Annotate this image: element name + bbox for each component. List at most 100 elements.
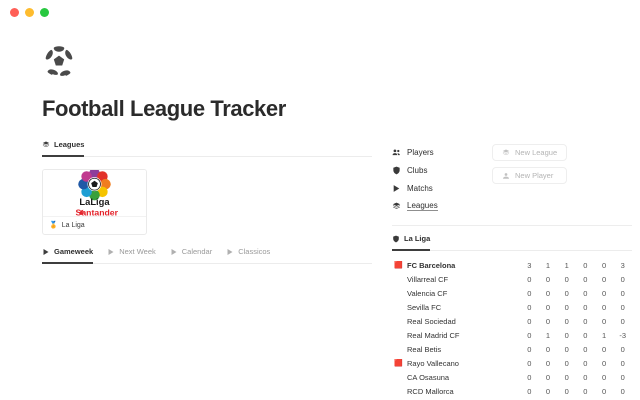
club-name: CA Osasuna	[407, 372, 450, 382]
table-cell-club: Villarreal CF	[392, 275, 520, 284]
stat-d: 1	[564, 260, 569, 270]
stat-ga: 1	[601, 330, 607, 340]
table-row[interactable]: CA Osasuna 0 0 0 0 0 0	[392, 370, 632, 384]
page-title: Football League Tracker	[42, 96, 286, 121]
sidebar-item-leagues[interactable]: Leagues	[392, 197, 438, 215]
main-content: Football League Tracker Leagues	[42, 44, 372, 264]
stat-ga: 0	[601, 302, 607, 312]
new-player-button-label: New Player	[515, 171, 554, 180]
view-tabstrip: Gameweek Next Week Calendar Classicos	[42, 247, 372, 264]
sidebar-item-clubs[interactable]: Clubs	[392, 161, 427, 179]
stat-l: 0	[583, 330, 588, 340]
stat-d: 0	[564, 288, 569, 298]
stat-d: 0	[564, 386, 569, 396]
zoom-button[interactable]	[40, 7, 49, 17]
stat-ga: 0	[601, 274, 607, 284]
nav-list: Players Clubs Matchs	[392, 143, 492, 215]
stat-w: 0	[545, 302, 551, 312]
stat-p: 0	[527, 316, 532, 326]
table-cell-stats: 0 0 0 0 0 0	[520, 345, 632, 354]
tab-calendar[interactable]: Calendar	[170, 247, 212, 259]
table-row[interactable]: 🟥 Rayo Vallecano 0 0 0 0 0 0	[392, 356, 632, 370]
people-icon	[392, 148, 401, 157]
stat-p: 0	[527, 344, 532, 354]
action-buttons: New League New Player	[492, 143, 568, 215]
stat-gd: 0	[620, 316, 625, 326]
la-liga-wordmark: LaLiga	[79, 196, 110, 206]
tab-gameweek[interactable]: Gameweek	[42, 247, 94, 264]
sidebar-item-matchs[interactable]: Matchs	[392, 179, 433, 197]
table-row[interactable]: 🟥 FC Barcelona 3 1 1 0 0 3	[392, 258, 632, 272]
table-cell-club: 🟥 Rayo Vallecano	[392, 359, 520, 368]
play-icon	[392, 184, 401, 193]
table-row[interactable]: RCD Mallorca 0 0 0 0 0 0	[392, 384, 632, 398]
league-card-footer: 🏅 La Liga	[43, 217, 146, 234]
minimize-button[interactable]	[25, 7, 34, 17]
stat-ga: 0	[601, 260, 607, 270]
table-cell-club: CA Osasuna	[392, 373, 520, 382]
tab-next-week[interactable]: Next Week	[107, 247, 156, 259]
new-player-button[interactable]: New Player	[492, 167, 568, 184]
stat-w: 1	[545, 260, 551, 270]
stat-w: 1	[545, 330, 551, 340]
stat-p: 0	[527, 288, 532, 298]
stat-l: 0	[583, 372, 588, 382]
table-row[interactable]: Villarreal CF 0 0 0 0 0 0	[392, 272, 632, 286]
stat-p: 0	[527, 358, 532, 368]
table-cell-club: Valencia CF	[392, 289, 520, 298]
stack-icon	[42, 141, 50, 149]
stat-l: 0	[583, 260, 588, 270]
table-row[interactable]: Real Madrid CF 0 1 0 0 1 -3	[392, 328, 632, 342]
stat-l: 0	[583, 344, 588, 354]
table-row[interactable]: Valencia CF 0 0 0 0 0 0	[392, 286, 632, 300]
sidebar-item-players-label: Players	[407, 147, 434, 157]
stat-gd: 0	[620, 344, 625, 354]
tab-leagues-label: Leagues	[54, 140, 85, 149]
club-name: Rayo Vallecano	[407, 358, 459, 368]
stat-d: 0	[564, 372, 569, 382]
stat-p: 3	[527, 260, 532, 270]
club-name: Valencia CF	[407, 288, 448, 298]
club-crest-icon: 🟥	[394, 261, 403, 269]
table-cell-stats: 3 1 1 0 0 3	[520, 261, 632, 270]
stat-l: 0	[583, 316, 588, 326]
santander-wordmark: Santander	[76, 207, 119, 217]
club-name: Sevilla FC	[407, 302, 442, 312]
divider	[392, 225, 632, 226]
stat-p: 0	[527, 302, 532, 312]
club-name: Real Betis	[407, 344, 442, 354]
tab-classicos[interactable]: Classicos	[226, 247, 270, 259]
stat-d: 0	[564, 330, 569, 340]
table-cell-stats: 0 0 0 0 0 0	[520, 387, 632, 396]
close-button[interactable]	[10, 7, 19, 17]
stat-l: 0	[583, 302, 588, 312]
stat-w: 0	[545, 316, 551, 326]
sidebar-item-leagues-label: Leagues	[407, 201, 438, 211]
table-cell-club: Sevilla FC	[392, 303, 520, 312]
play-icon	[42, 248, 50, 256]
tab-gameweek-label: Gameweek	[54, 247, 94, 256]
tab-la-liga[interactable]: La Liga	[392, 234, 431, 251]
new-league-button[interactable]: New League	[492, 144, 568, 161]
table-cell-club: 🟥 FC Barcelona	[392, 261, 520, 270]
stat-w: 0	[545, 358, 551, 368]
sidebar-item-players[interactable]: Players	[392, 143, 434, 161]
shield-icon	[392, 235, 400, 243]
table-cell-stats: 0 0 0 0 0 0	[520, 317, 632, 326]
stat-gd: -3	[619, 330, 627, 340]
stat-ga: 0	[601, 316, 607, 326]
club-name: Villarreal CF	[407, 274, 449, 284]
league-card-la-liga[interactable]: LaLiga Santander 🏅 La Liga	[42, 169, 147, 235]
tab-leagues[interactable]: Leagues	[42, 140, 85, 157]
table-row[interactable]: Sevilla FC 0 0 0 0 0 0	[392, 300, 632, 314]
shield-icon	[392, 166, 401, 175]
play-icon	[170, 248, 178, 256]
stat-d: 0	[564, 358, 569, 368]
stat-gd: 0	[620, 302, 625, 312]
table-row[interactable]: Real Sociedad 0 0 0 0 0 0	[392, 314, 632, 328]
la-liga-logo: LaLiga Santander	[43, 170, 146, 217]
table-cell-club: Real Madrid CF	[392, 331, 520, 340]
table-row[interactable]: Real Betis 0 0 0 0 0 0	[392, 342, 632, 356]
table-cell-club: Real Sociedad	[392, 317, 520, 326]
